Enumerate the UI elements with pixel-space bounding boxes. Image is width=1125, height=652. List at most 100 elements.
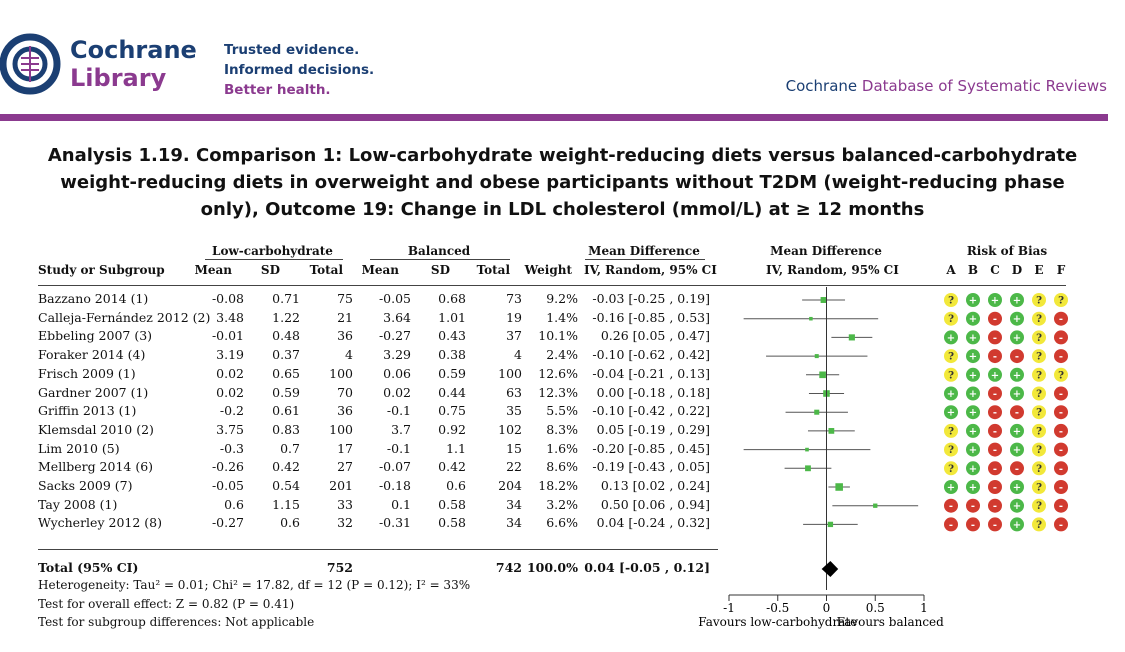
cell-sd2: 0.68: [438, 291, 466, 306]
risk-of-bias-icon: ?: [944, 349, 958, 364]
cell-weight: 5.5%: [546, 403, 578, 419]
cell-m1: -0.08: [211, 291, 244, 306]
cell-sd2: 0.59: [438, 365, 466, 381]
total1: 752: [326, 560, 353, 575]
svg-text:+: +: [969, 314, 977, 325]
point-estimate: [848, 334, 855, 341]
cell-weight: 12.6%: [538, 365, 578, 381]
risk-of-bias-icon: ?: [944, 367, 958, 382]
risk-of-bias-icon: -: [1010, 405, 1024, 420]
svg-text:-: -: [1059, 333, 1063, 344]
header-underline: [38, 285, 1066, 286]
tagline-1: Trusted evidence.: [224, 42, 360, 58]
footer-rule: [38, 549, 718, 550]
risk-of-bias-icon: +: [966, 293, 980, 307]
cell-m2: -0.1: [386, 403, 411, 419]
svg-text:-: -: [1059, 408, 1063, 419]
risk-of-bias-icon: ?: [1032, 349, 1046, 364]
risk-of-bias-icon: -: [1054, 386, 1068, 401]
svg-text:?: ?: [948, 445, 954, 456]
risk-of-bias-icon: -: [1054, 330, 1068, 345]
cell-weight: 8.3%: [546, 421, 578, 437]
col-header-total1: Total: [309, 263, 343, 277]
total-md-ci: 0.04 [-0.05 , 0.12]: [584, 560, 710, 575]
cell-sd1: 1.22: [272, 309, 300, 325]
cell-n1: 36: [337, 328, 353, 344]
risk-of-bias-icon: -: [988, 311, 1002, 326]
cell-study: Wycherley 2012 (8): [38, 515, 162, 531]
cell-weight: 1.6%: [546, 440, 578, 456]
svg-text:?: ?: [1036, 445, 1042, 456]
cell-n2: 34: [506, 515, 522, 531]
risk-of-bias-icon: -: [1010, 349, 1024, 364]
svg-text:-: -: [1059, 426, 1063, 437]
risk-of-bias-icon: +: [1010, 386, 1024, 401]
cell-sd1: 0.7: [280, 440, 300, 456]
cell-n1: 33: [337, 496, 353, 512]
risk-of-bias-icon: +: [966, 461, 980, 476]
svg-text:?: ?: [948, 352, 954, 363]
svg-text:+: +: [969, 426, 977, 437]
cell-study: Bazzano 2014 (1): [38, 291, 149, 306]
svg-text:+: +: [1013, 483, 1021, 494]
cell-sd1: 0.59: [272, 384, 300, 400]
risk-of-bias-icon: ?: [1032, 293, 1046, 307]
total-label: Total (95% CI): [38, 560, 139, 575]
risk-of-bias-icon: +: [944, 480, 958, 494]
cell-sd2: 0.43: [438, 328, 466, 344]
risk-of-bias-icon: -: [966, 498, 980, 513]
tagline-2: Informed decisions.: [224, 62, 375, 78]
risk-of-bias-icon: -: [988, 461, 1002, 476]
svg-text:-: -: [1059, 501, 1063, 512]
point-estimate: [819, 371, 826, 379]
risk-of-bias-icon: -: [988, 386, 1002, 401]
risk-of-bias-icon: +: [944, 405, 958, 420]
group-header-low-carb: Low-carbohydrate: [212, 244, 333, 258]
risk-of-bias-icon: -: [988, 349, 1002, 364]
svg-text:-: -: [993, 408, 997, 419]
risk-of-bias-icon: ?: [1032, 498, 1046, 513]
cell-study: Gardner 2007 (1): [38, 384, 149, 400]
risk-of-bias-icon: ?: [944, 461, 958, 476]
risk-of-bias-icon: -: [1054, 498, 1068, 513]
risk-of-bias-icon: +: [988, 367, 1002, 382]
svg-text:-: -: [971, 501, 975, 512]
svg-text:-: -: [993, 333, 997, 344]
database-title: Cochrane Database of Systematic Reviews: [786, 77, 1107, 95]
risk-of-bias-icon: ?: [1032, 367, 1046, 382]
svg-text:+: +: [969, 370, 977, 381]
cell-sd2: 0.92: [438, 421, 466, 437]
risk-of-bias-icon: -: [988, 330, 1002, 345]
svg-text:-: -: [1059, 483, 1063, 494]
svg-text:-: -: [993, 464, 997, 475]
risk-of-bias-icon: -: [1054, 461, 1068, 476]
cell-study: Foraker 2014 (4): [38, 347, 146, 363]
cell-n1: 201: [329, 478, 353, 493]
point-estimate: [805, 447, 809, 452]
risk-of-bias-icon: -: [1054, 442, 1068, 457]
cell-sd1: 0.61: [272, 403, 300, 419]
svg-text:+: +: [947, 333, 955, 344]
cell-m2: -0.07: [378, 459, 411, 475]
col-header-sd1: SD: [260, 263, 280, 277]
svg-text:+: +: [969, 333, 977, 344]
point-estimate: [828, 428, 835, 434]
svg-text:?: ?: [948, 296, 954, 307]
risk-of-bias-icon: -: [988, 480, 1002, 494]
svg-text:?: ?: [1036, 483, 1042, 494]
risk-of-bias-icon: +: [966, 311, 980, 326]
svg-text:-: -: [1059, 520, 1063, 531]
cell-sd1: 0.71: [272, 291, 300, 306]
svg-text:?: ?: [1036, 408, 1042, 419]
cell-study: Tay 2008 (1): [38, 496, 118, 512]
tagline-3: Better health.: [224, 82, 331, 98]
svg-text:+: +: [1013, 333, 1021, 344]
cell-m1: -0.05: [211, 478, 244, 493]
cell-n2: 37: [506, 328, 522, 344]
svg-text:+: +: [991, 370, 999, 381]
cell-n1: 27: [337, 459, 353, 475]
point-estimate: [873, 503, 878, 508]
risk-of-bias-icon: ?: [1032, 405, 1046, 420]
svg-text:?: ?: [1036, 314, 1042, 325]
cell-n2: 204: [498, 478, 522, 493]
